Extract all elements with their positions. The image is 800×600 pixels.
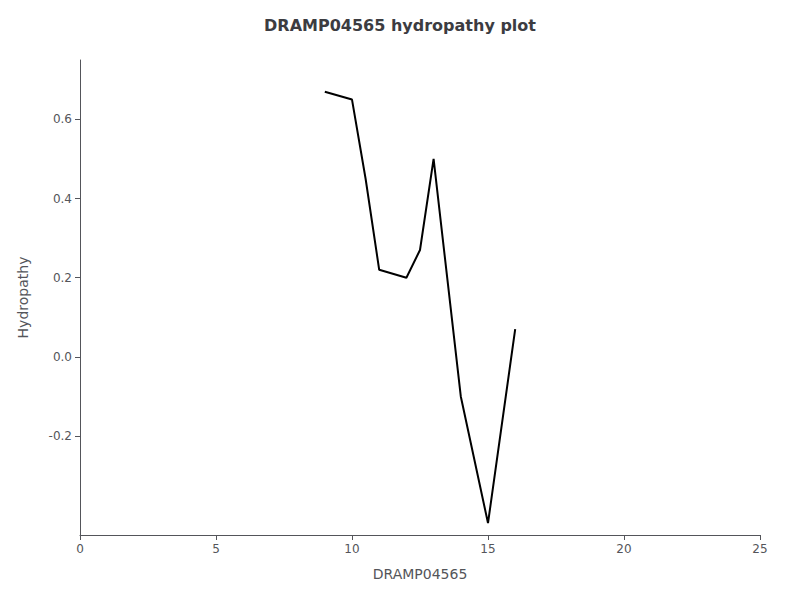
svg-text:0.4: 0.4 xyxy=(53,192,72,206)
svg-text:Hydropathy: Hydropathy xyxy=(15,257,31,339)
svg-text:10: 10 xyxy=(344,542,359,556)
svg-text:20: 20 xyxy=(616,542,631,556)
svg-text:15: 15 xyxy=(480,542,495,556)
svg-text:25: 25 xyxy=(752,542,767,556)
svg-text:5: 5 xyxy=(212,542,220,556)
svg-text:0.2: 0.2 xyxy=(53,271,72,285)
svg-text:0.6: 0.6 xyxy=(53,112,72,126)
svg-text:0.0: 0.0 xyxy=(53,350,72,364)
svg-text:DRAMP04565 hydropathy plot: DRAMP04565 hydropathy plot xyxy=(264,16,536,35)
svg-text:-0.2: -0.2 xyxy=(49,429,72,443)
svg-text:DRAMP04565: DRAMP04565 xyxy=(373,566,468,582)
svg-text:0: 0 xyxy=(76,542,84,556)
